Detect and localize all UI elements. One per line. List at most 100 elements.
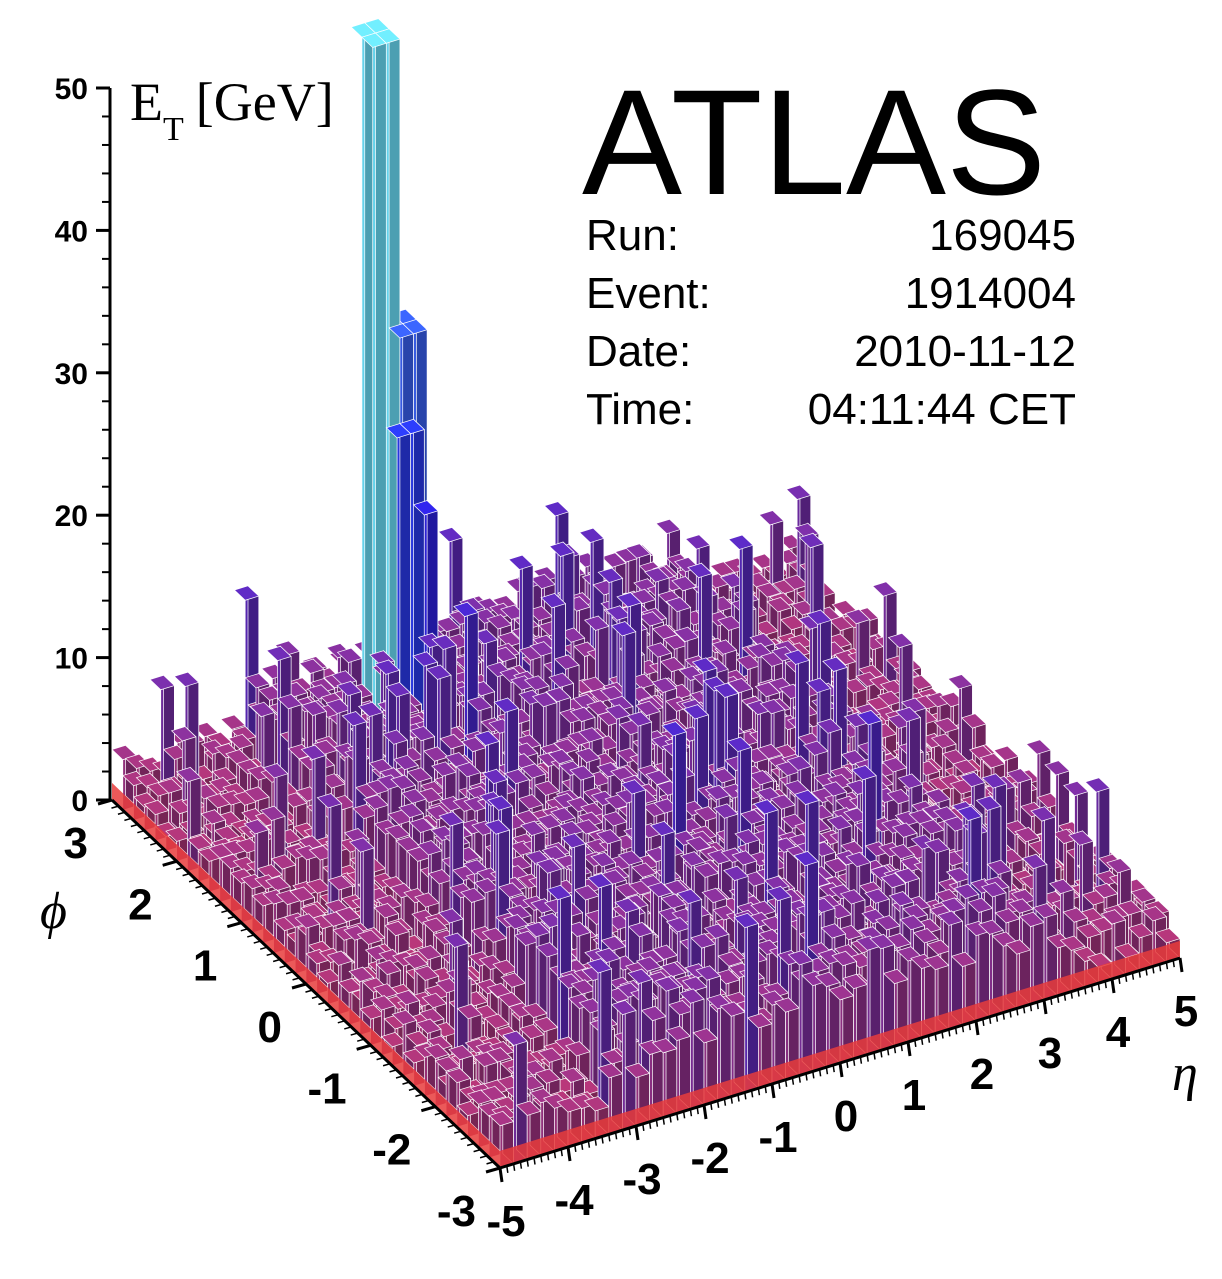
eta-minor-tick: [621, 1130, 625, 1138]
eta-minor-tick: [1124, 974, 1128, 982]
phi-minor-tick: [150, 842, 158, 846]
eta-minor-tick: [1172, 959, 1175, 968]
eta-minor-tick: [859, 1056, 863, 1064]
eta-tick-label: 2: [970, 1050, 994, 1099]
phi-minor-tick: [453, 1130, 462, 1134]
eta-minor-tick: [1179, 957, 1182, 966]
phi-minor-tick: [182, 872, 190, 877]
event-info-value: 2010-11-12: [854, 327, 1076, 376]
eta-minor-tick: [737, 1094, 740, 1102]
phi-minor-tick: [208, 897, 216, 901]
eta-minor-tick: [968, 1022, 971, 1031]
eta-minor-tick: [1145, 968, 1148, 976]
eta-minor-tick: [526, 1159, 529, 1167]
eta-minor-tick: [628, 1127, 631, 1136]
eta-minor-tick: [1022, 1006, 1026, 1014]
eta-minor-tick: [1002, 1012, 1005, 1020]
eta-minor-tick: [920, 1037, 924, 1045]
eta-minor-tick: [635, 1125, 638, 1134]
eta-tick-label: 0: [834, 1092, 858, 1141]
phi-minor-tick: [395, 1075, 404, 1079]
et-tick-label: 40: [55, 215, 88, 248]
eta-minor-tick: [567, 1146, 570, 1155]
eta-minor-tick: [1050, 997, 1053, 1006]
phi-minor-tick: [434, 1112, 443, 1116]
eta-minor-tick: [506, 1165, 509, 1174]
phi-minor-tick: [201, 891, 210, 895]
eta-minor-tick: [574, 1144, 577, 1153]
eta-minor-tick: [982, 1018, 985, 1027]
eta-axis-title: η: [1172, 1045, 1198, 1102]
eta-minor-tick: [784, 1079, 788, 1087]
eta-minor-tick: [519, 1161, 523, 1169]
phi-minor-tick: [272, 958, 281, 963]
eta-minor-tick: [723, 1098, 727, 1106]
eta-minor-tick: [805, 1073, 808, 1081]
phi-minor-tick: [415, 1093, 423, 1098]
eta-minor-tick: [778, 1081, 781, 1090]
event-info-panel: ATLAS Run: 169045 Event: 1914004 Date: 2010-1…: [582, 58, 1076, 434]
eta-minor-tick: [1063, 993, 1067, 1001]
phi-minor-tick: [331, 1013, 339, 1018]
phi-tick-label: 2: [128, 880, 152, 929]
eta-minor-tick: [846, 1060, 849, 1069]
eta-minor-tick: [798, 1075, 801, 1083]
eta-minor-tick: [893, 1046, 897, 1054]
eta-tick-label: -5: [486, 1197, 525, 1246]
phi-minor-tick: [305, 989, 313, 993]
eta-tick-label: -2: [690, 1134, 729, 1183]
eta-minor-tick: [852, 1058, 856, 1066]
phi-minor-tick: [402, 1081, 410, 1085]
phi-minor-tick: [369, 1050, 378, 1055]
experiment-logo: ATLAS: [582, 58, 1046, 226]
eta-minor-tick: [1077, 989, 1080, 997]
eta-minor-tick: [676, 1113, 679, 1121]
eta-minor-tick: [512, 1163, 516, 1171]
et-axis: 0 10 20 30 40 50: [55, 73, 112, 818]
eta-tick-label: 1: [902, 1071, 926, 1120]
phi-minor-tick: [227, 915, 236, 920]
eta-tick-label: -3: [622, 1155, 661, 1204]
eta-minor-tick: [1070, 991, 1073, 999]
eta-minor-tick: [587, 1140, 591, 1148]
phi-minor-tick: [350, 1032, 358, 1036]
eta-minor-tick: [662, 1117, 665, 1125]
phi-minor-tick: [460, 1136, 468, 1141]
eta-minor-tick: [1090, 985, 1094, 993]
phi-minor-tick: [337, 1020, 346, 1024]
eta-minor-tick: [839, 1062, 842, 1071]
eta-minor-tick: [954, 1027, 958, 1035]
eta-minor-tick: [886, 1048, 890, 1056]
et-tick-label: 10: [55, 643, 88, 676]
eta-minor-tick: [1084, 987, 1087, 995]
phi-minor-tick: [285, 971, 294, 975]
phi-minor-tick: [175, 866, 184, 871]
eta-minor-tick: [1152, 966, 1155, 974]
eta-minor-tick: [1111, 978, 1114, 987]
phi-minor-tick: [486, 1161, 494, 1165]
phi-minor-tick: [479, 1155, 488, 1159]
eta-minor-tick: [1016, 1008, 1019, 1016]
eta-tick-label: 4: [1106, 1008, 1131, 1057]
eta-minor-tick: [540, 1155, 543, 1163]
phi-minor-tick: [408, 1087, 417, 1091]
phi-minor-tick: [143, 836, 152, 840]
phi-minor-tick: [188, 879, 197, 883]
eta-minor-tick: [669, 1115, 672, 1123]
lego-tower: [361, 32, 387, 775]
eta-minor-tick: [961, 1025, 965, 1033]
et-tick-label: 0: [71, 785, 88, 818]
event-info-label: Time:: [586, 385, 694, 434]
eta-minor-tick: [648, 1121, 652, 1129]
phi-minor-tick: [214, 903, 223, 907]
eta-minor-tick: [1138, 970, 1141, 978]
phi-minor-tick: [324, 1007, 333, 1012]
event-info-value: 04:11:44 CET: [808, 385, 1076, 434]
phi-minor-tick: [156, 848, 164, 852]
eta-minor-tick: [1036, 1001, 1039, 1010]
eta-minor-tick: [988, 1016, 992, 1024]
eta-minor-tick: [744, 1092, 747, 1100]
eta-minor-tick: [580, 1142, 584, 1150]
phi-minor-tick: [221, 909, 229, 914]
